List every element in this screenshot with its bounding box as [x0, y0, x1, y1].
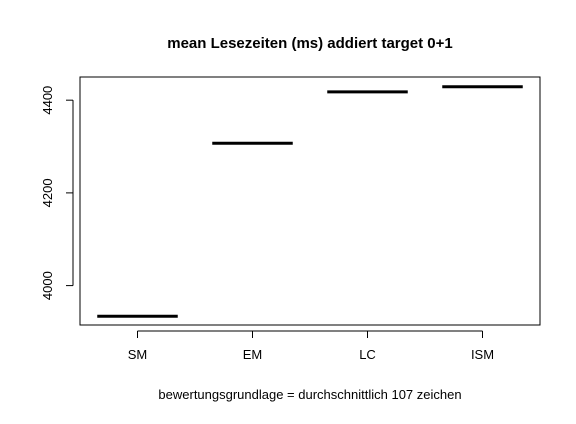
x-tick-label-lc: LC: [359, 347, 376, 362]
chart-title: mean Lesezeiten (ms) addiert target 0+1: [167, 35, 453, 52]
x-tick-label-sm: SM: [128, 347, 148, 362]
x-tick-label-em: EM: [243, 347, 263, 362]
plot-frame: [79, 76, 541, 326]
x-axis-label: bewertungsgrundlage = durchschnittlich 1…: [158, 387, 461, 402]
mean-segments: [97, 85, 523, 318]
y-tick-label: 4400: [40, 86, 55, 115]
y-tick-label: 4000: [40, 271, 55, 300]
y-tick-label: 4200: [40, 178, 55, 207]
x-axis: SM EM LC ISM: [128, 330, 494, 362]
x-tick-label-ism: ISM: [471, 347, 494, 362]
y-axis: 4000 4200 4400: [40, 86, 74, 300]
